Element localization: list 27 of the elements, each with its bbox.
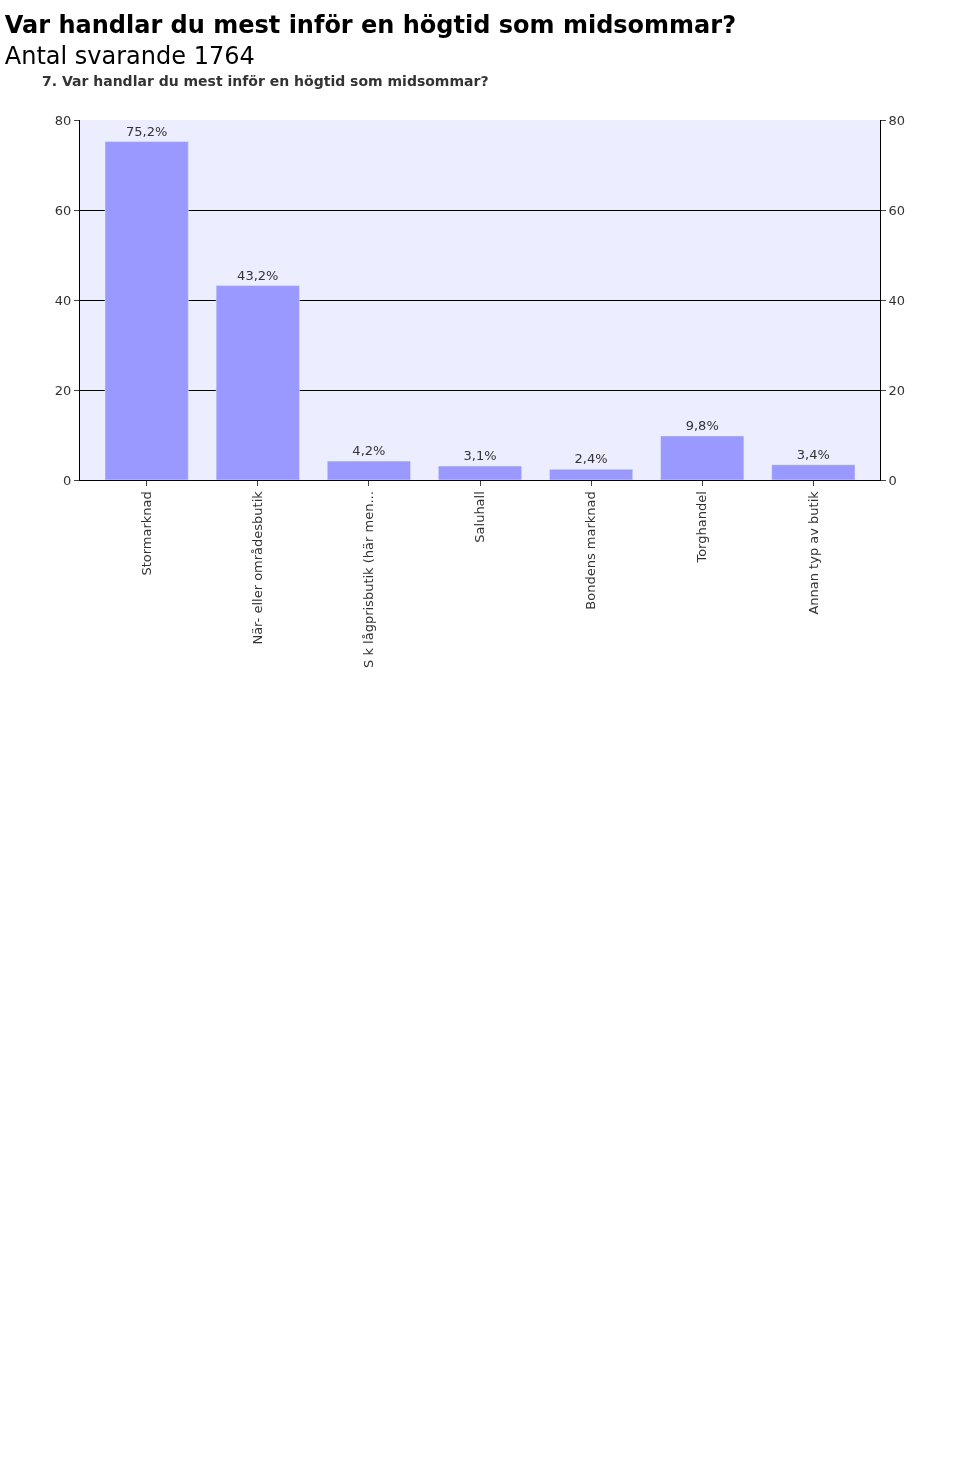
y-tick-label: 40 xyxy=(54,292,72,308)
y-tick-label: 60 xyxy=(54,202,72,218)
y2-tick-label: 0 xyxy=(888,472,897,488)
chart-subtitle: Antal svarande 1764 xyxy=(4,42,255,71)
x-tick-label: Saluhall xyxy=(472,491,488,543)
y-tick-label: 0 xyxy=(63,472,72,488)
x-tick-label: S k lågprisbutik (här men... xyxy=(361,491,377,668)
data-label: 2,4% xyxy=(574,451,608,467)
text: 7. Var handlar du mest inför en högtid som midsommar? xyxy=(42,73,489,89)
chart-title: Var handlar du mest inför en högtid som midsommar? xyxy=(4,10,737,39)
y2-tick-label: 80 xyxy=(888,112,906,128)
y-tick-label: 20 xyxy=(54,382,72,398)
data-label: 3,1% xyxy=(463,448,497,464)
y2-tick-label: 40 xyxy=(888,292,906,308)
data-label: 9,8% xyxy=(685,417,719,433)
x-tick-label: Annan typ av butik xyxy=(805,490,821,615)
y2-tick-label: 60 xyxy=(888,202,906,218)
data-label: 3,4% xyxy=(796,446,830,462)
y-tick-label: 80 xyxy=(54,112,72,128)
data-label: 43,2% xyxy=(237,267,279,283)
x-tick-label: Torghandel xyxy=(694,491,710,564)
data-label: 4,2% xyxy=(352,443,386,459)
x-tick-label: Stormarknad xyxy=(138,491,154,576)
x-tick-label: När- eller områdesbutik xyxy=(250,490,266,645)
y2-tick-label: 20 xyxy=(888,382,906,398)
x-tick-label: Bondens marknad xyxy=(583,491,599,610)
data-label: 75,2% xyxy=(126,123,168,139)
